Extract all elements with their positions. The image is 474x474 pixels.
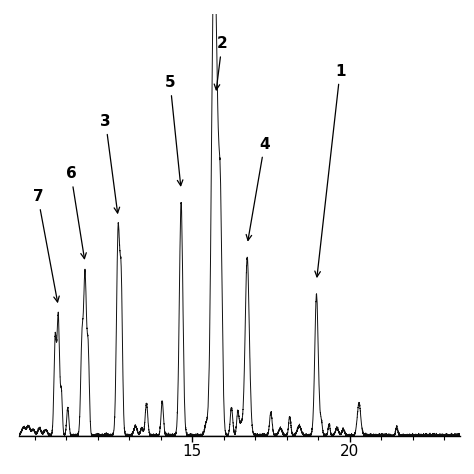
Text: 7: 7 [33,189,59,302]
Text: 4: 4 [246,137,270,240]
Text: 5: 5 [165,75,183,186]
Text: 3: 3 [100,114,119,213]
Text: 2: 2 [214,36,228,90]
Text: 6: 6 [65,166,86,259]
Text: 1: 1 [315,64,346,277]
